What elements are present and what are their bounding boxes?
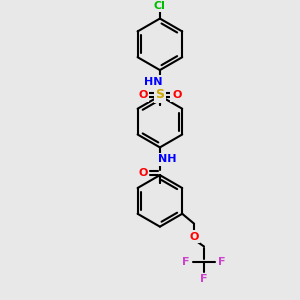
- Text: F: F: [182, 257, 190, 267]
- Text: HN: HN: [144, 77, 162, 87]
- Text: F: F: [218, 257, 226, 267]
- Text: O: O: [138, 168, 148, 178]
- Text: Cl: Cl: [154, 1, 166, 11]
- Text: NH: NH: [158, 154, 176, 164]
- Text: S: S: [155, 88, 164, 101]
- Text: O: O: [138, 90, 148, 100]
- Text: O: O: [172, 90, 182, 100]
- Text: F: F: [200, 274, 208, 284]
- Text: O: O: [189, 232, 199, 242]
